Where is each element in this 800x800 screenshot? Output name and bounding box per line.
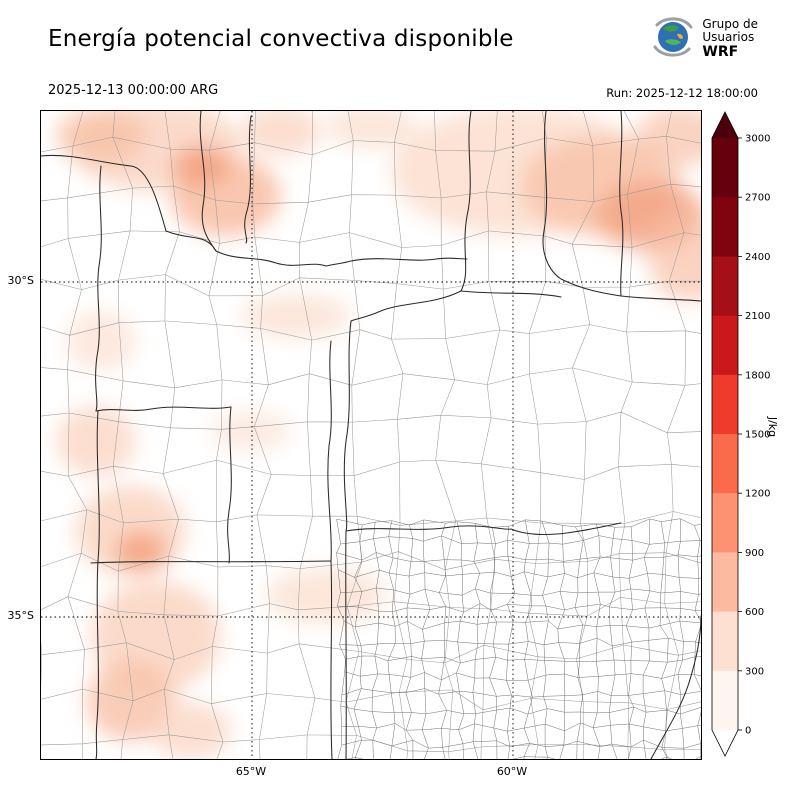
page-title: Energía potencial convectiva disponible xyxy=(48,26,514,52)
province-boundary xyxy=(650,615,701,759)
province-boundary xyxy=(350,257,468,262)
province-boundary xyxy=(244,115,252,244)
colorbar-tick-label: 2400 xyxy=(745,252,770,263)
province-boundaries-layer xyxy=(41,111,701,759)
colorbar-tick-label: 2700 xyxy=(745,193,770,204)
colorbar-tick-label: 1500 xyxy=(745,430,770,441)
cape-patch xyxy=(151,703,231,759)
colorbar-tick-label: 1200 xyxy=(745,489,770,500)
latlon-gridlines-layer xyxy=(41,111,701,759)
colorbar-tick-label: 600 xyxy=(745,607,764,618)
logo-line2: Usuarios xyxy=(702,30,755,45)
province-boundary xyxy=(95,406,232,412)
cape-patch xyxy=(241,111,321,156)
cape-patch xyxy=(86,661,176,741)
wrf-logo: Grupo de Usuarios WRF xyxy=(650,14,758,64)
cape-patch xyxy=(326,111,416,148)
colorbar-segment xyxy=(712,493,738,553)
valid-time-label: 2025-12-13 00:00:00 ARG xyxy=(48,83,219,98)
province-boundary xyxy=(460,290,562,298)
cape-patch xyxy=(115,531,167,571)
logo-line3: WRF xyxy=(702,43,739,60)
colorbar-arrow-top xyxy=(712,112,738,138)
lat-label-30s: 30°S xyxy=(7,274,34,287)
colorbar-segment xyxy=(712,138,738,198)
colorbar-segment xyxy=(712,374,738,435)
province-boundary xyxy=(90,560,332,564)
province-boundary xyxy=(227,406,232,564)
logo-line1: Grupo de xyxy=(702,16,758,31)
colorbar-tick-label: 300 xyxy=(745,666,764,677)
province-boundary xyxy=(95,165,102,412)
province-boundary xyxy=(95,410,100,759)
cape-patch xyxy=(56,406,136,476)
province-boundary xyxy=(542,111,701,302)
cape-patch xyxy=(66,311,136,371)
province-boundary xyxy=(330,560,333,759)
cape-patch xyxy=(266,568,386,624)
cape-shading-layer xyxy=(56,111,701,759)
colorbar-tick-label: 2100 xyxy=(745,311,770,322)
cape-patch xyxy=(241,294,351,338)
colorbar-segment xyxy=(712,197,738,257)
logo-text: Grupo de Usuarios WRF xyxy=(702,16,758,61)
globe-icon xyxy=(650,14,696,64)
cape-patch xyxy=(636,111,701,166)
cape-patch xyxy=(211,411,291,451)
colorbar-segment xyxy=(712,315,738,376)
province-boundary xyxy=(343,290,462,532)
map-frame xyxy=(40,110,702,760)
colorbar-tick-label: 0 xyxy=(745,726,751,737)
province-boundary xyxy=(345,522,622,536)
colorbar-tick-label: 900 xyxy=(745,548,764,559)
run-time-label: Run: 2025-12-12 18:00:00 xyxy=(606,86,758,100)
colorbar-tick-label: 3000 xyxy=(745,134,770,145)
cape-patch xyxy=(173,146,229,186)
colorbar: 3000 2700 2400 2100 1800 1500 1200 900 600 300 0 xyxy=(710,110,800,760)
lat-label-35s: 35°S xyxy=(7,609,34,622)
province-boundary xyxy=(199,111,217,252)
province-boundary xyxy=(460,111,472,292)
colorbar-segment xyxy=(712,611,738,672)
province-boundary xyxy=(41,154,217,252)
colorbar-segment xyxy=(712,670,738,731)
colorbar-segment xyxy=(712,256,738,317)
colorbar-arrow-bottom xyxy=(712,730,738,756)
department-boundaries-layer xyxy=(41,111,701,759)
province-boundary xyxy=(327,340,332,562)
cape-patch xyxy=(56,111,146,164)
province-boundary xyxy=(345,530,347,759)
colorbar-tick-label: 1800 xyxy=(745,370,770,381)
province-boundary xyxy=(215,250,352,267)
colorbar-segment xyxy=(712,552,738,613)
lon-label-60w: 60°W xyxy=(496,765,528,778)
province-boundary xyxy=(619,111,624,297)
colorbar-segment xyxy=(712,434,738,494)
lon-label-65w: 65°W xyxy=(235,765,267,778)
boundary-mesh xyxy=(336,518,701,759)
map-canvas xyxy=(41,111,701,759)
colorbar-unit-label: J/kg xyxy=(766,416,779,438)
